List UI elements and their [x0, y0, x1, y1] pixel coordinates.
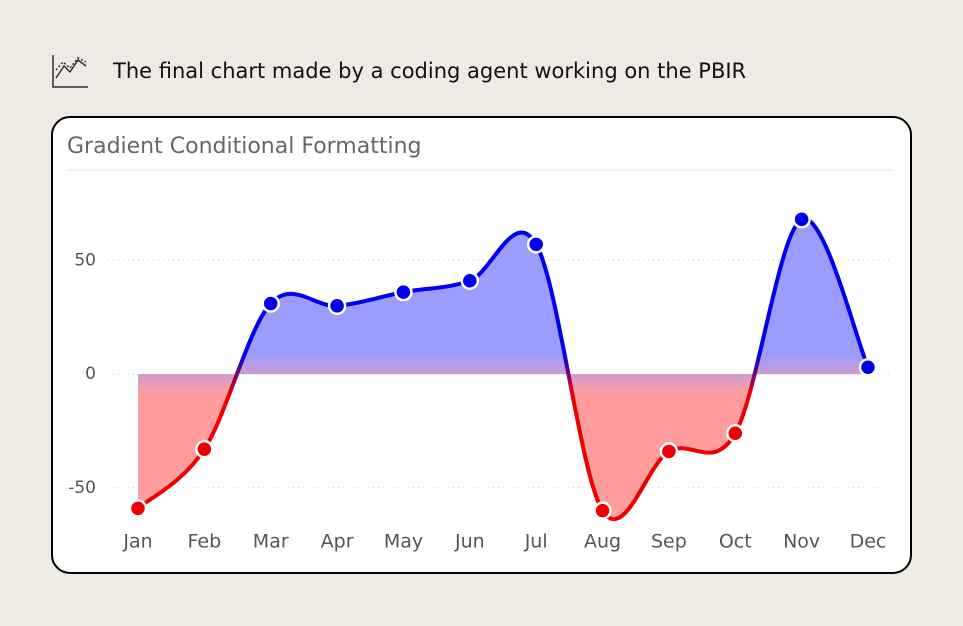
data-point [593, 501, 612, 520]
data-point [526, 235, 546, 254]
data-point [792, 210, 811, 229]
x-tick-label: Jun [454, 531, 485, 553]
x-tick-label: Sep [651, 531, 687, 553]
data-point [858, 357, 878, 377]
x-tick-label: Jan [122, 531, 152, 553]
y-tick-label: -50 [68, 478, 96, 498]
y-tick-label: 0 [85, 364, 96, 384]
chart-title: Gradient Conditional Formatting [67, 134, 422, 159]
data-point [128, 499, 148, 518]
x-tick-label: Nov [783, 531, 820, 553]
data-point [195, 439, 214, 459]
x-tick-label: Feb [188, 531, 222, 553]
heading: The final chart made by a coding agent w… [112, 59, 746, 83]
x-tick-label: Aug [584, 531, 621, 553]
x-tick-label: Jul [524, 531, 548, 553]
x-tick-label: Apr [321, 531, 354, 553]
area [138, 218, 868, 520]
chart-icon [52, 55, 88, 88]
x-tick-label: Mar [253, 531, 289, 553]
data-point [327, 296, 347, 316]
data-point [460, 271, 480, 291]
data-point [659, 442, 679, 461]
y-tick-label: 50 [74, 250, 96, 270]
x-tick-label: Oct [719, 531, 752, 553]
x-tick-label: Dec [850, 531, 887, 553]
data-point [394, 282, 413, 302]
data-point [261, 294, 280, 313]
x-tick-label: May [384, 531, 423, 553]
data-point [726, 423, 745, 443]
